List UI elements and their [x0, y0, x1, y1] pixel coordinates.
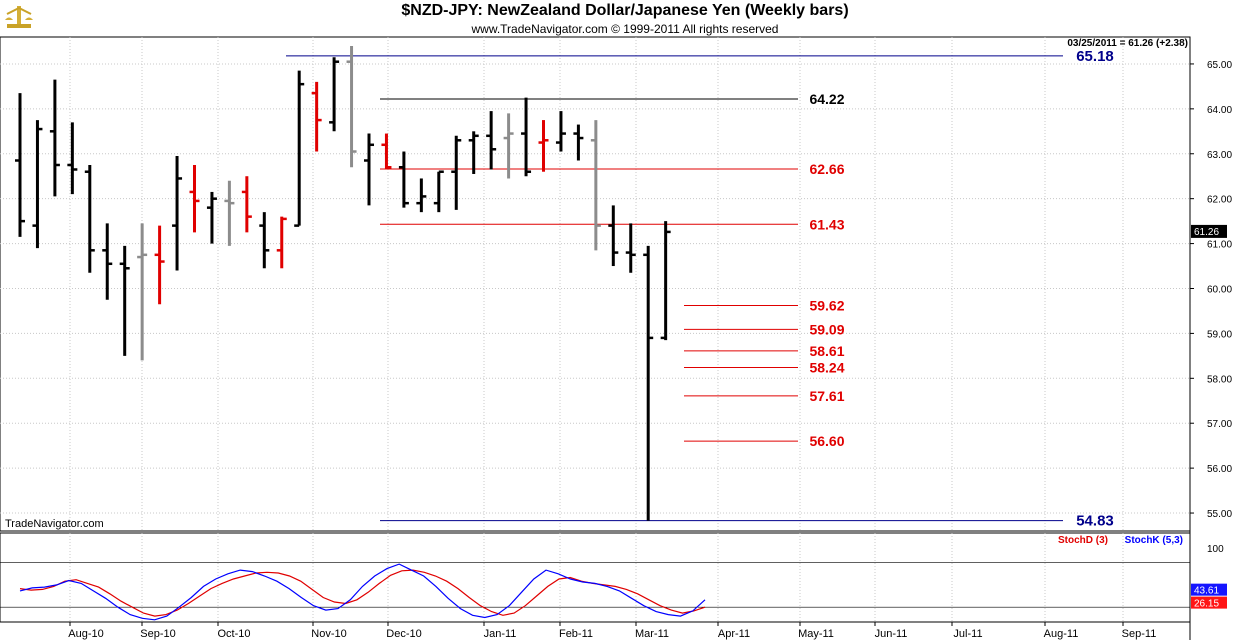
ohlc-bar — [102, 223, 113, 300]
ohlc-bar — [608, 205, 619, 267]
level-label: 56.60 — [809, 433, 844, 449]
x-tick-label: Apr-11 — [718, 628, 750, 640]
y-tick-label: 55.00 — [1207, 509, 1232, 520]
x-tick-label: Aug-10 — [68, 628, 103, 640]
legend-stochd: StochD (3) — [1058, 535, 1108, 546]
y-tick-label: 64.00 — [1207, 105, 1232, 116]
ohlc-bar — [625, 223, 636, 273]
ohlc-bar — [137, 223, 148, 361]
level-label: 61.43 — [809, 216, 844, 232]
chart-subtitle: www.TradeNavigator.com © 1999-2011 All r… — [471, 22, 779, 36]
y-tick-label: 62.00 — [1207, 195, 1232, 206]
y-tick-label: 61.00 — [1207, 240, 1232, 251]
x-tick-label: Sep-10 — [140, 628, 175, 640]
price-readout: 03/25/2011 = 61.26 (+2.38) — [1067, 38, 1188, 49]
ohlc-bar — [32, 120, 43, 249]
y-tick-label: 59.00 — [1207, 329, 1232, 340]
ohlc-bar — [660, 221, 671, 341]
x-tick-label: Oct-10 — [217, 628, 250, 640]
ohlc-bar — [486, 111, 497, 170]
ohlc-bar — [119, 245, 130, 356]
ohlc-bar — [468, 131, 479, 174]
level-label: 62.66 — [809, 161, 844, 177]
ohlc-bar — [590, 120, 601, 251]
trade-navigator-logo-icon — [4, 2, 34, 30]
stochk-value-badge — [1191, 583, 1227, 596]
y-tick-label: 57.00 — [1207, 419, 1232, 430]
y-tick-label: 63.00 — [1207, 150, 1232, 161]
ohlc-bar — [224, 180, 235, 246]
ohlc-bar — [189, 164, 200, 233]
last-price-badge — [1191, 224, 1227, 238]
stochk-value-label: 43.61 — [1194, 586, 1219, 597]
legend-stochk: StochK (5,3) — [1125, 535, 1183, 546]
ohlc-bar — [15, 93, 25, 237]
x-tick-label: Nov-10 — [311, 628, 346, 640]
ohlc-bar — [294, 70, 305, 227]
ohlc-bar — [259, 212, 270, 269]
level-label: 54.83 — [1076, 513, 1114, 530]
x-tick-label: Dec-10 — [386, 628, 421, 640]
y-tick-label: 56.00 — [1207, 464, 1232, 475]
ohlc-bar — [311, 81, 322, 152]
x-tick-label: Mar-11 — [635, 628, 669, 640]
x-tick-label: Jun-11 — [875, 628, 908, 640]
ohlc-bar — [49, 79, 60, 197]
ohlc-bar — [503, 113, 514, 179]
x-tick-label: Aug-11 — [1044, 628, 1079, 640]
x-tick-label: Sep-11 — [1122, 628, 1157, 640]
ohlc-bar — [573, 124, 584, 161]
ohlc-bar — [555, 111, 566, 152]
x-tick-label: Jan-11 — [484, 628, 517, 640]
stochd-value-label: 26.15 — [1194, 599, 1219, 610]
ohlc-bar — [521, 97, 532, 177]
level-label: 58.24 — [809, 360, 844, 376]
level-label: 58.61 — [809, 343, 844, 359]
ohlc-bar — [84, 164, 95, 273]
ohlc-bar — [643, 245, 654, 521]
last-price-label: 61.26 — [1194, 227, 1219, 238]
y-tick-label: 58.00 — [1207, 374, 1232, 385]
ohlc-bar — [398, 151, 409, 208]
x-tick-label: Jul-11 — [953, 628, 982, 640]
y-tick-label: 65.00 — [1207, 60, 1232, 71]
y-tick-label: 60.00 — [1207, 284, 1232, 295]
ohlc-bar — [538, 120, 549, 172]
ohlc-bar — [346, 45, 357, 168]
ohlc-bar — [416, 178, 427, 213]
ohlc-bar — [172, 156, 183, 271]
x-tick-label: Feb-11 — [559, 628, 593, 640]
ohlc-bar — [276, 216, 287, 269]
stochk-series-line — [19, 563, 706, 621]
ohlc-bar — [67, 122, 78, 195]
level-label: 59.62 — [809, 298, 844, 314]
level-label: 57.61 — [809, 388, 844, 404]
level-label: 64.22 — [809, 91, 844, 107]
level-label: 65.18 — [1076, 48, 1114, 65]
watermark: TradeNavigator.com — [5, 518, 104, 530]
x-tick-label: May-11 — [798, 628, 834, 640]
chart-title: $NZD-JPY: NewZealand Dollar/Japanese Yen… — [401, 2, 849, 19]
level-label: 59.09 — [809, 321, 844, 337]
ohlc-bar — [154, 225, 165, 305]
ohlc-bar — [433, 170, 444, 213]
ohlc-bar — [329, 57, 340, 132]
ohlc-bar — [381, 133, 392, 170]
ohlc-bar — [364, 133, 374, 206]
ohlc-bar — [241, 176, 252, 233]
ohlc-bar — [206, 191, 217, 244]
stochd-value-badge — [1191, 596, 1227, 609]
price-panel-frame — [0, 36, 1191, 532]
ohlc-bar — [451, 135, 462, 210]
stochd-series-line — [19, 569, 706, 617]
stoch-y-tick-label: 100 — [1207, 544, 1224, 555]
